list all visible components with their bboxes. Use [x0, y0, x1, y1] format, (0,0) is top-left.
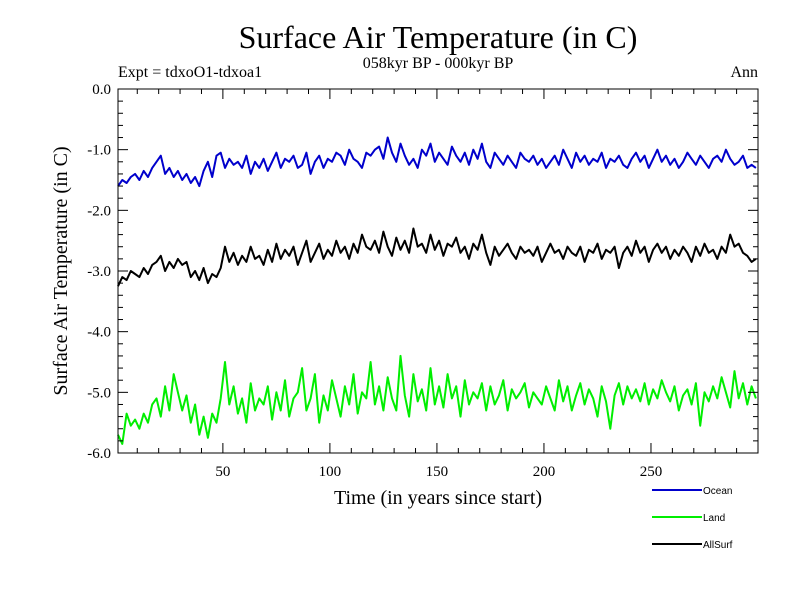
- legend-label-allsurf: AllSurf: [703, 540, 733, 551]
- y-axis-label: Surface Air Temperature (in C): [50, 146, 72, 395]
- y-tick-label: -4.0: [87, 325, 111, 341]
- x-tick-label: 50: [215, 464, 230, 480]
- y-tick-label: -2.0: [87, 203, 111, 219]
- x-tick-label: 100: [319, 464, 342, 480]
- series-line-allsurf: [117, 227, 757, 287]
- x-axis-label: Time (in years since start): [334, 487, 542, 509]
- series-line-ocean: [117, 136, 757, 188]
- series-line-land: [117, 354, 757, 445]
- legend-label-land: Land: [703, 513, 725, 524]
- legend: Ocean Land AllSurf: [652, 486, 733, 551]
- plot-frame: [117, 88, 759, 454]
- x-tick-label: 250: [640, 464, 663, 480]
- y-tick-label: -6.0: [87, 446, 111, 462]
- y-tick-label: -1.0: [87, 143, 111, 159]
- x-tick-label: 150: [426, 464, 449, 480]
- season-label: Ann: [730, 64, 758, 81]
- chart-subtitle: 058kyr BP - 000kyr BP: [363, 55, 514, 72]
- x-tick-label: 200: [533, 464, 556, 480]
- axis-group: 50 100 150 200 250 0.0 -1.0 -2.0 -3.0 -4.0 -5.0 -6.…: [87, 82, 758, 480]
- y-tick-label: -3.0: [87, 264, 111, 280]
- chart-title: Surface Air Temperature (in C): [239, 19, 638, 55]
- legend-label-ocean: Ocean: [703, 486, 732, 497]
- experiment-label: Expt = tdxoO1-tdxoa1: [118, 64, 262, 81]
- y-tick-label: -5.0: [87, 385, 111, 401]
- series-group: [117, 136, 757, 445]
- y-tick-label: 0.0: [92, 82, 111, 98]
